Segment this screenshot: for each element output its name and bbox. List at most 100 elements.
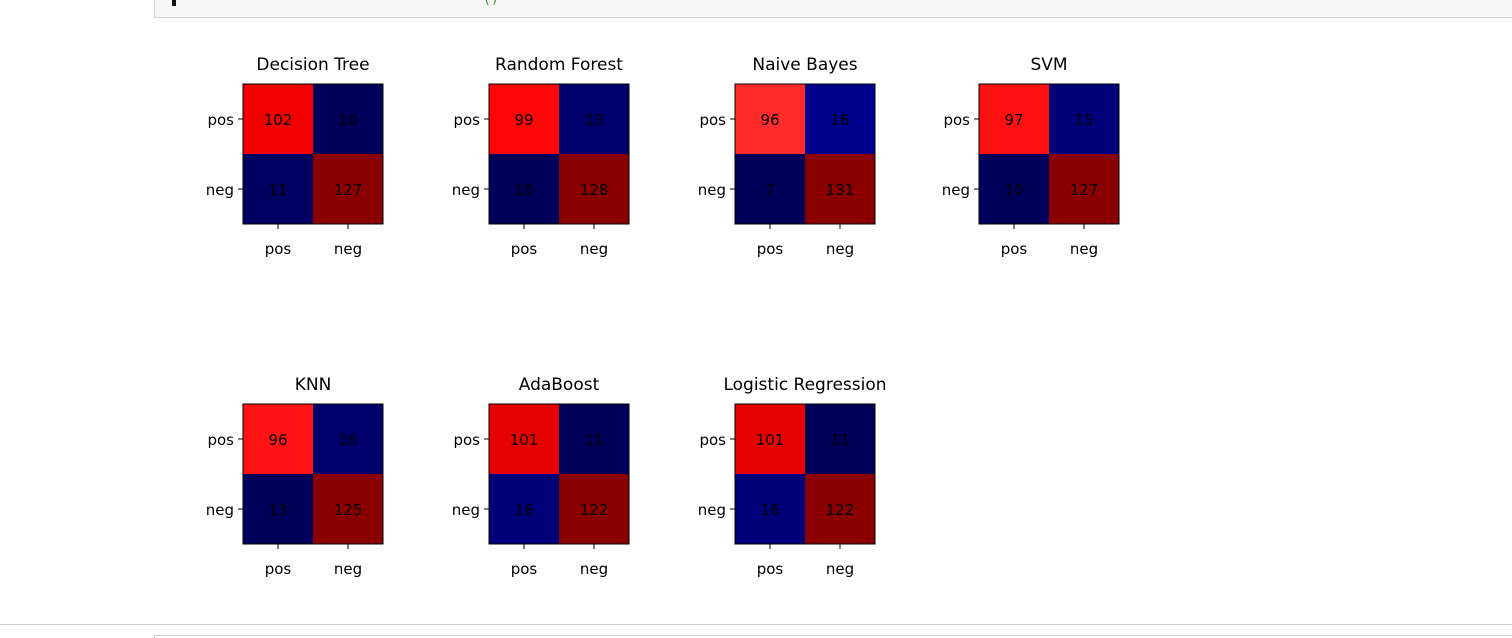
- next-code-cell[interactable]: [154, 635, 1512, 638]
- cell-value: 96: [760, 111, 779, 129]
- y-tick-label: neg: [206, 501, 234, 519]
- cell-value: 11: [830, 431, 849, 449]
- heatmap-cell: [735, 404, 805, 474]
- heatmap-cell: [805, 84, 875, 154]
- matrix-svm: SVM 97 15 10 127 pos neg pos neg: [942, 55, 1120, 258]
- cell-value: 101: [756, 431, 785, 449]
- cell-value: 13: [268, 501, 287, 519]
- cell-value: 16: [338, 431, 357, 449]
- heatmap-cell: [979, 154, 1049, 224]
- cell-value: 16: [830, 111, 849, 129]
- axes-frame: [734, 83, 876, 225]
- matrix-naive-bayes: Naive Bayes 96 16 7 131 pos neg pos neg: [698, 55, 876, 258]
- y-tick-label: pos: [207, 111, 234, 129]
- heatmap-cell: [489, 84, 559, 154]
- x-tick-label: pos: [511, 240, 538, 258]
- heatmap-cell: [559, 474, 629, 544]
- cell-value: 125: [334, 501, 363, 519]
- x-tick-label: neg: [334, 240, 362, 258]
- y-tick-label: neg: [942, 181, 970, 199]
- chart-title: Decision Tree: [256, 55, 369, 75]
- cell-value: 7: [765, 181, 775, 199]
- heatmap-cell: [805, 154, 875, 224]
- heatmap-cell: [243, 474, 313, 544]
- x-tick-label: neg: [826, 240, 854, 258]
- matrix-decision-tree: Decision Tree 102 10 11 127 pos neg pos neg: [206, 55, 384, 258]
- x-tick-label: pos: [757, 240, 784, 258]
- chart-title: AdaBoost: [519, 375, 600, 395]
- axes-frame: [978, 83, 1120, 225]
- cell-value: 10: [514, 181, 533, 199]
- heatmap-cell: [313, 404, 383, 474]
- x-tick-label: neg: [580, 560, 608, 578]
- x-tick-label: pos: [757, 560, 784, 578]
- cell-value: 122: [826, 501, 855, 519]
- heatmap-cell: [735, 84, 805, 154]
- chart-title: Logistic Regression: [723, 375, 886, 395]
- cell-value: 102: [264, 111, 293, 129]
- heatmap-cell: [489, 154, 559, 224]
- prompt-marker: [172, 0, 176, 6]
- heatmap-cell: [1049, 84, 1119, 154]
- y-tick-label: neg: [452, 181, 480, 199]
- y-tick-label: pos: [699, 111, 726, 129]
- cell-value: 11: [584, 431, 603, 449]
- cell-value: 11: [268, 181, 287, 199]
- axes-frame: [242, 403, 384, 545]
- heatmap-cell: [979, 84, 1049, 154]
- cell-divider: [0, 624, 1512, 638]
- cell-value: 122: [580, 501, 609, 519]
- x-tick-label: pos: [265, 560, 292, 578]
- cell-value: 127: [1070, 181, 1099, 199]
- cell-value: 15: [1074, 111, 1093, 129]
- heatmap-cell: [735, 154, 805, 224]
- cell-value: 13: [584, 111, 603, 129]
- x-tick-label: neg: [1070, 240, 1098, 258]
- y-tick-label: pos: [207, 431, 234, 449]
- axes-frame: [734, 403, 876, 545]
- heatmap-cell: [243, 154, 313, 224]
- chart-title: KNN: [295, 375, 332, 395]
- cell-value: 10: [338, 111, 357, 129]
- axes-frame: [488, 83, 630, 225]
- y-tick-label: neg: [206, 181, 234, 199]
- cell-value: 127: [334, 181, 363, 199]
- cell-value: 16: [514, 501, 533, 519]
- cell-value: 131: [826, 181, 855, 199]
- chart-title: Naive Bayes: [752, 55, 857, 75]
- code-fragment: (): [483, 0, 499, 7]
- chart-title: SVM: [1030, 55, 1067, 75]
- x-tick-label: pos: [1001, 240, 1028, 258]
- y-tick-label: neg: [698, 501, 726, 519]
- heatmap-cell: [313, 474, 383, 544]
- heatmap-cell: [313, 84, 383, 154]
- y-tick-label: pos: [453, 111, 480, 129]
- y-tick-label: pos: [943, 111, 970, 129]
- cell-value: 99: [514, 111, 533, 129]
- code-cell[interactable]: (): [154, 0, 1512, 18]
- cell-value: 97: [1004, 111, 1023, 129]
- y-tick-label: pos: [699, 431, 726, 449]
- heatmap-cell: [489, 474, 559, 544]
- heatmap-cell: [805, 474, 875, 544]
- matrix-logistic-regression: Logistic Regression 101 11 16 122 pos neg pos ne…: [698, 375, 887, 578]
- y-tick-label: neg: [698, 181, 726, 199]
- x-tick-label: neg: [826, 560, 854, 578]
- heatmap-cell: [559, 154, 629, 224]
- axes-frame: [488, 403, 630, 545]
- cell-value: 96: [268, 431, 287, 449]
- heatmap-cell: [243, 404, 313, 474]
- chart-title: Random Forest: [495, 55, 623, 75]
- cell-value: 101: [510, 431, 539, 449]
- cell-value: 16: [760, 501, 779, 519]
- heatmap-cell: [489, 404, 559, 474]
- matrix-random-forest: Random Forest 99 13 10 128 pos neg pos neg: [452, 55, 630, 258]
- cell-value: 10: [1004, 181, 1023, 199]
- axes-frame: [242, 83, 384, 225]
- matrix-knn: KNN 96 16 13 125 pos neg pos neg: [206, 375, 384, 578]
- heatmap-cell: [805, 404, 875, 474]
- y-tick-label: pos: [453, 431, 480, 449]
- heatmap-cell: [559, 404, 629, 474]
